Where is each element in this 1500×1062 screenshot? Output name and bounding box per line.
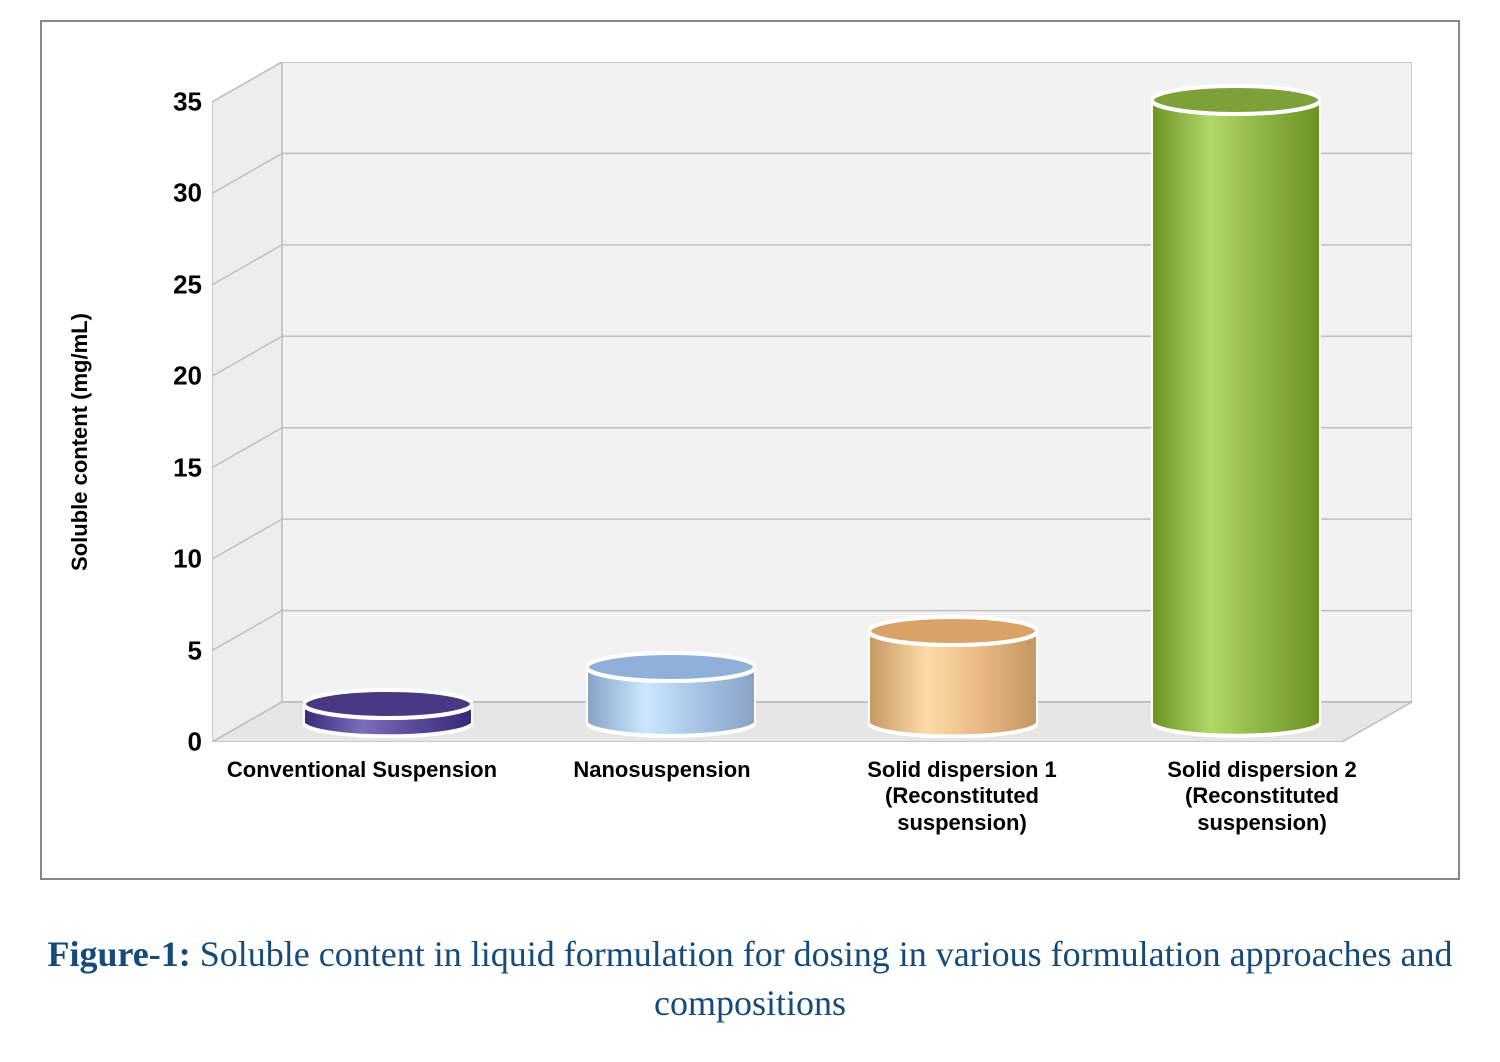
xlabel-2: Solid dispersion 1 (Reconstituted suspen… <box>812 757 1112 836</box>
xlabel-3: Solid dispersion 2 (Reconstituted suspen… <box>1112 757 1412 836</box>
ytick-6: 30 <box>152 178 202 209</box>
xlabel-1: Nanosuspension <box>512 757 812 836</box>
chart-frame: Soluble content (mg/mL) 0 5 10 15 20 25 … <box>40 20 1460 880</box>
plot-area <box>212 62 1412 742</box>
figure-caption: Figure-1: Soluble content in liquid form… <box>0 930 1500 1027</box>
plot-3d-background <box>212 62 1412 742</box>
ytick-3: 15 <box>152 452 202 483</box>
figure-caption-text: Soluble content in liquid formulation fo… <box>200 934 1453 1023</box>
ytick-0: 0 <box>152 727 202 758</box>
ytick-1: 5 <box>152 635 202 666</box>
y-axis-label: Soluble content (mg/mL) <box>67 313 93 571</box>
figure-caption-label: Figure-1: <box>47 934 190 974</box>
x-axis-labels: Conventional Suspension Nanosuspension S… <box>212 757 1412 836</box>
ytick-5: 25 <box>152 269 202 300</box>
ytick-7: 35 <box>152 87 202 118</box>
ytick-2: 10 <box>152 544 202 575</box>
xlabel-0: Conventional Suspension <box>212 757 512 836</box>
ytick-4: 20 <box>152 361 202 392</box>
